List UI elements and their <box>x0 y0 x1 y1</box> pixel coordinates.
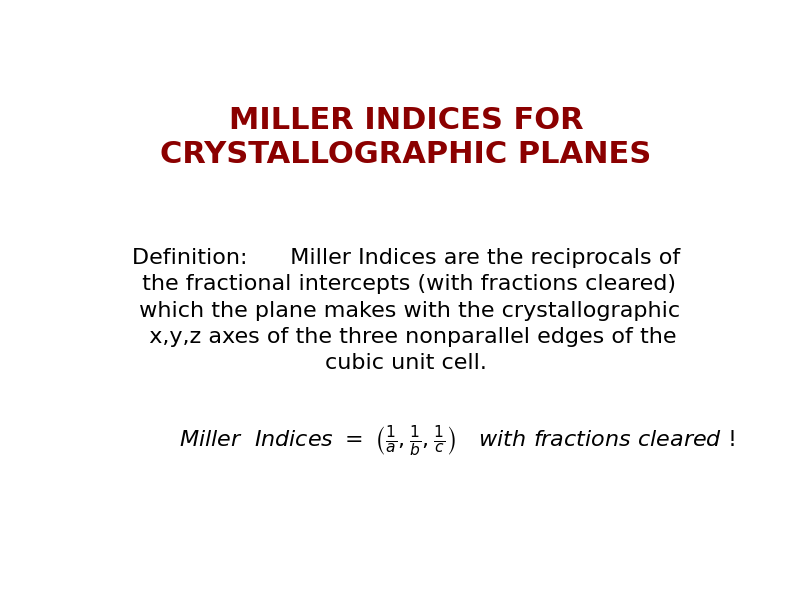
Text: Definition:      Miller Indices are the reciprocals of
 the fractional intercept: Definition: Miller Indices are the recip… <box>131 248 680 373</box>
Text: $\mathit{Miller\ \ Indices}$$\ =\ $$\left(\frac{1}{a},\frac{1}{b},\frac{1}{c}\ri: $\mathit{Miller\ \ Indices}$$\ =\ $$\lef… <box>179 424 735 458</box>
Text: MILLER INDICES FOR
CRYSTALLOGRAPHIC PLANES: MILLER INDICES FOR CRYSTALLOGRAPHIC PLAN… <box>160 106 652 169</box>
